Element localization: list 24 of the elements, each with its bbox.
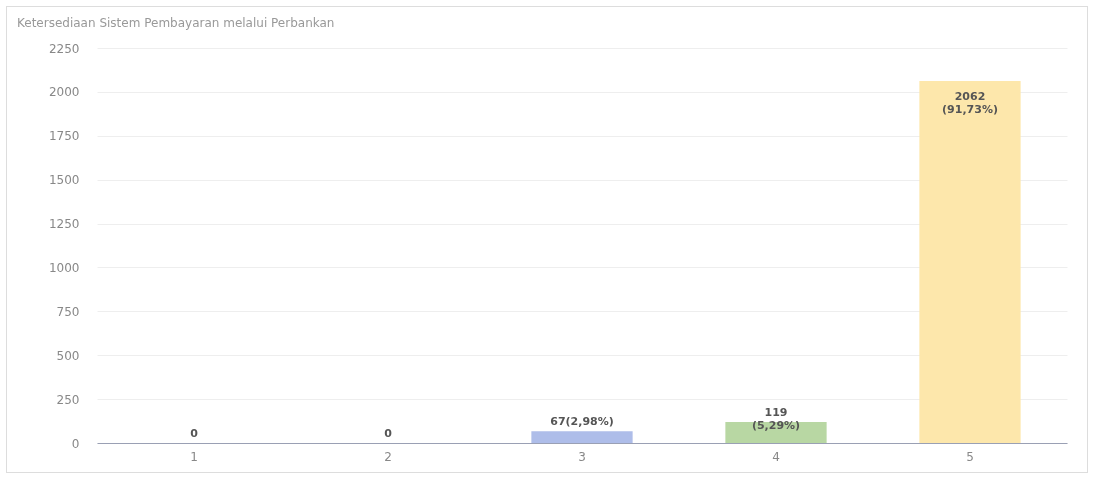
y-tick-label: 500: [56, 348, 80, 363]
y-tick-label: 1250: [48, 217, 80, 232]
chart-title: Ketersediaan Sistem Pembayaran melalui Perbankan: [17, 16, 335, 30]
y-tick-label: 1000: [48, 260, 80, 275]
bar: [531, 431, 633, 443]
y-tick-label: 2250: [48, 41, 80, 56]
x-tick-label: 2: [384, 449, 392, 464]
data-label: 0: [384, 427, 393, 440]
data-label: 0: [190, 427, 199, 440]
y-tick-label: 750: [56, 304, 80, 319]
y-tick-label: 250: [56, 392, 80, 407]
x-tick-label: 3: [578, 449, 586, 464]
y-tick-label: 1750: [48, 129, 80, 144]
x-tick-label: 4: [772, 449, 780, 464]
bar: [919, 81, 1021, 443]
data-label: 67(2,98%): [550, 415, 614, 429]
data-label: 119 (5,29%): [751, 406, 801, 433]
bar: [725, 422, 827, 443]
x-tick-label: 1: [190, 449, 198, 464]
y-tick-label: 2000: [48, 85, 80, 100]
x-tick-label: 5: [966, 449, 974, 464]
y-tick-label: 1500: [48, 173, 80, 188]
y-tick-label: 0: [71, 436, 80, 451]
data-label: 2062 (91,73%): [942, 90, 998, 116]
